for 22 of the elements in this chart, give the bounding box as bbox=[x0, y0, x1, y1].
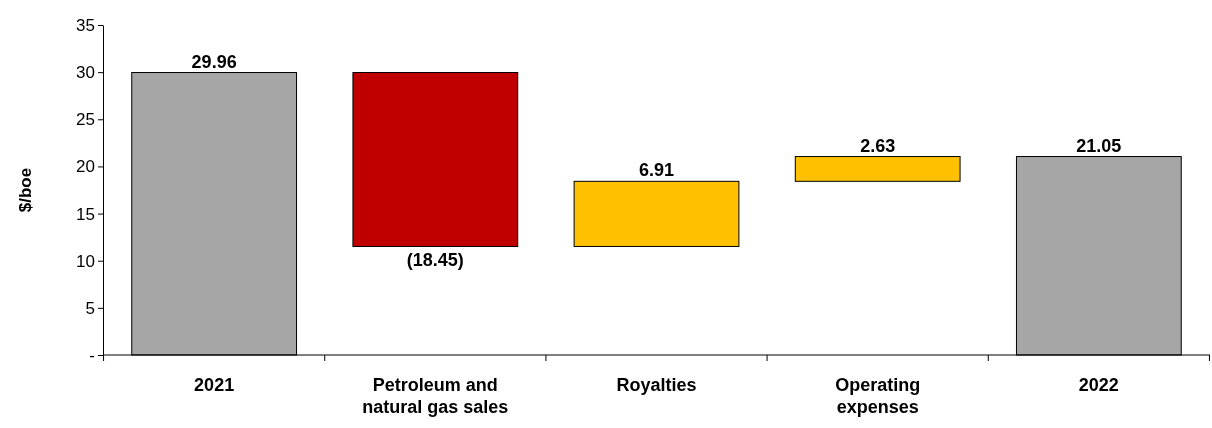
x-tick-label: 2021 bbox=[194, 375, 235, 395]
data-label: 29.96 bbox=[191, 51, 237, 72]
x-tick-label: Operating expenses bbox=[835, 375, 921, 417]
bar bbox=[573, 180, 740, 247]
y-tick-label: 15 bbox=[76, 204, 95, 224]
y-tick-label: 25 bbox=[76, 110, 95, 130]
x-tick-label: 2022 bbox=[1078, 375, 1119, 395]
bar bbox=[352, 72, 519, 247]
y-tick-label: 20 bbox=[76, 157, 95, 177]
data-label: (18.45) bbox=[406, 250, 464, 271]
data-label: 21.05 bbox=[1076, 135, 1122, 156]
y-tick-label: 5 bbox=[85, 298, 95, 318]
y-tick-label: 35 bbox=[76, 15, 95, 35]
y-axis-title: $/boe bbox=[16, 167, 35, 213]
x-tick-label: Petroleum and natural gas sales bbox=[362, 375, 509, 417]
data-label: 2.63 bbox=[860, 135, 896, 156]
data-label: 6.91 bbox=[638, 160, 675, 181]
y-tick-label: 10 bbox=[76, 251, 95, 271]
bar bbox=[794, 156, 961, 182]
x-tick-label: Royalties bbox=[616, 375, 697, 395]
y-tick-label: - bbox=[89, 345, 95, 365]
y-tick-label: 30 bbox=[76, 63, 95, 83]
